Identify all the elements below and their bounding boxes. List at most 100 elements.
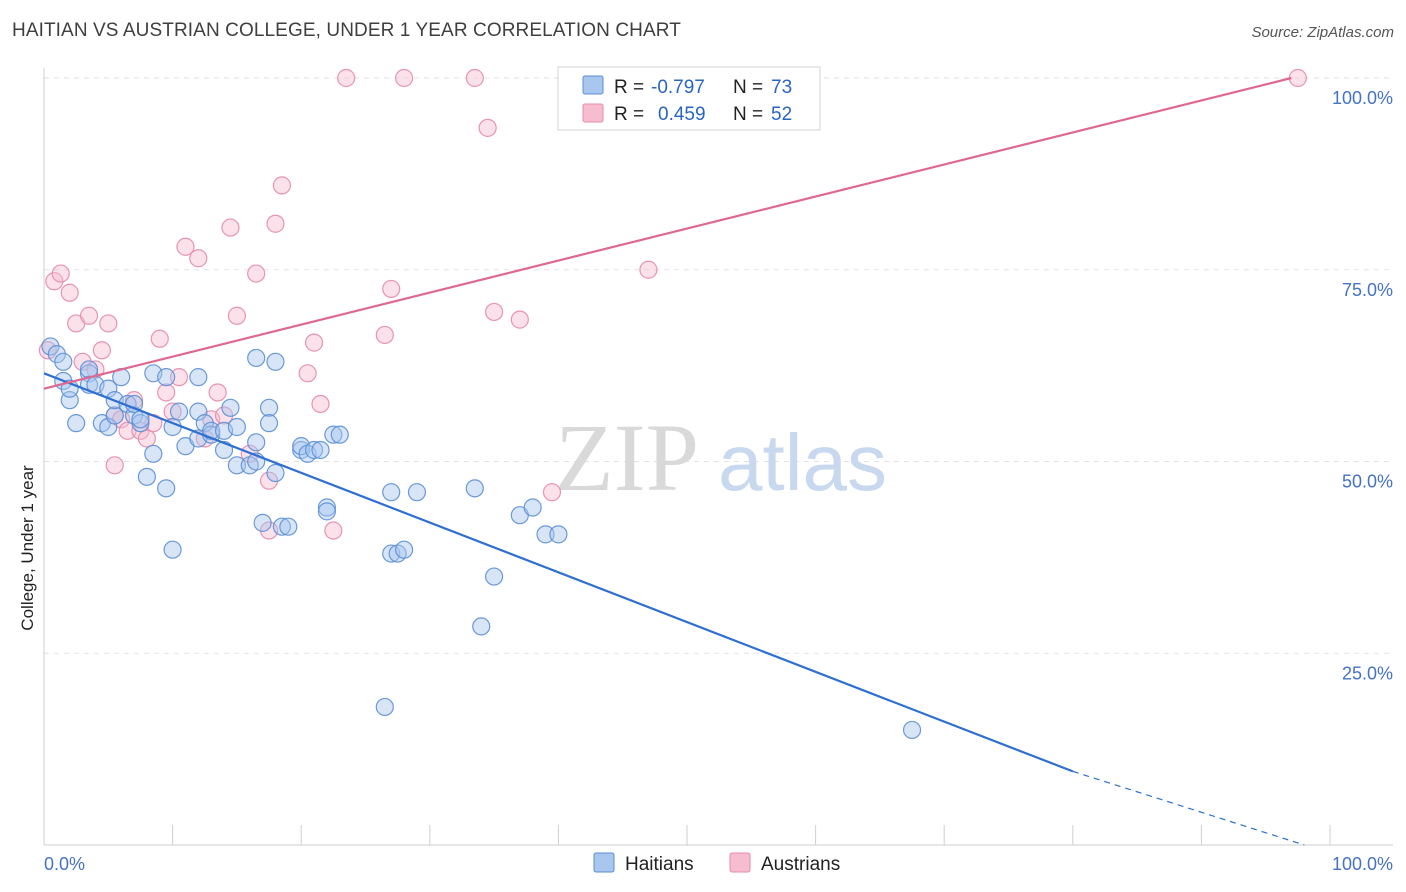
- haitians-point-71: [523, 498, 542, 517]
- austrians-point-26: [208, 383, 227, 402]
- austrians-point-2: [51, 264, 70, 283]
- austrians-point-9: [99, 314, 118, 333]
- austrians-point-31: [247, 264, 266, 283]
- y-tick-label-25: 25.0%: [1342, 663, 1393, 683]
- y-tick-labels: 25.0% 50.0% 75.0% 100.0%: [1332, 88, 1393, 683]
- haitians-point-58: [317, 498, 337, 517]
- haitians-point-29: [169, 402, 189, 421]
- legend-r-label-2: R =: [614, 104, 644, 125]
- haitians-point-73: [549, 525, 568, 544]
- y-tick-label-75: 75.0%: [1342, 280, 1393, 300]
- austrians-point-38: [311, 394, 330, 414]
- haitians-point-52: [279, 517, 298, 536]
- haitians-point-51: [272, 517, 292, 536]
- haitians-trend-line: [43, 372, 1074, 773]
- haitians-point-57: [311, 440, 330, 460]
- legend-n-value-haitians: 73: [771, 77, 792, 98]
- austrians-point-23: [189, 249, 208, 268]
- austrians-point-36: [298, 364, 317, 383]
- legend-n-label-2: N =: [733, 104, 763, 125]
- haitians-point-12: [99, 417, 118, 437]
- haitians-point-39: [221, 398, 240, 417]
- haitians-point-25: [157, 368, 176, 387]
- austrians-point-51: [1288, 68, 1307, 88]
- austrians-point-43: [394, 68, 414, 88]
- austrians-point-39: [324, 521, 343, 540]
- austrians-point-19: [157, 383, 176, 402]
- trend-lines: [43, 76, 1305, 846]
- austrians-point-8: [92, 341, 111, 360]
- haitians-point-26: [157, 479, 176, 498]
- legend-top: R = -0.797 N = 73 R = 0.459 N = 52: [557, 66, 821, 131]
- legend-n-label-1: N =: [733, 77, 763, 98]
- haitians-point-24: [144, 444, 163, 463]
- source-credit: Source: ZipAtlas.com: [1251, 24, 1394, 41]
- legend-r-value-haitians: -0.797: [651, 77, 705, 98]
- austrians-point-3: [60, 283, 79, 302]
- y-tick-label-50: 50.0%: [1342, 472, 1393, 492]
- axes: [43, 68, 1393, 846]
- haitians-point-2: [54, 352, 73, 371]
- haitians-point-69: [485, 567, 504, 586]
- x-tick-label-max: 100.0%: [1332, 854, 1393, 874]
- haitians-point-20: [131, 414, 150, 433]
- haitians-point-50: [266, 463, 285, 483]
- austrians-point-10: [105, 456, 124, 475]
- haitians-point-65: [394, 540, 414, 559]
- austrians-trend-line: [43, 76, 1292, 390]
- austrians-point-48: [542, 483, 562, 502]
- austrians-point-16: [137, 429, 156, 448]
- x-tick-label-min: 0.0%: [44, 854, 85, 874]
- austrians-point-40: [337, 68, 356, 88]
- austrians-point-29: [227, 306, 246, 325]
- legend-swatch-austrians: [582, 103, 604, 123]
- austrians-points: [38, 68, 1307, 540]
- legend-bottom-swatch-haitians: [593, 852, 615, 873]
- austrians-point-46: [485, 302, 504, 322]
- haitians-point-33: [189, 402, 208, 421]
- austrians-point-20: [163, 402, 182, 421]
- austrians-point-6: [79, 306, 99, 325]
- haitians-point-47: [259, 398, 279, 417]
- haitians-point-68: [472, 617, 491, 636]
- austrians-point-47: [510, 310, 529, 329]
- haitians-point-46: [253, 513, 272, 532]
- austrians-point-41: [375, 325, 394, 345]
- legend-r-value-austrians: 0.459: [658, 104, 706, 125]
- haitians-point-75: [902, 720, 922, 740]
- austrians-point-49: [639, 260, 658, 279]
- austrians-point-18: [150, 329, 169, 348]
- haitians-point-45: [247, 348, 266, 368]
- haitians-points: [41, 337, 922, 740]
- austrians-point-37: [304, 333, 324, 352]
- austrians-point-21: [169, 368, 189, 387]
- legend-r-label-1: R =: [614, 77, 644, 98]
- legend-n-value-austrians: 52: [771, 104, 792, 125]
- haitians-point-67: [465, 479, 484, 498]
- austrians-point-42: [382, 279, 401, 299]
- haitians-point-6: [67, 414, 86, 433]
- haitians-point-44: [247, 433, 266, 452]
- grid-lines: [44, 77, 1393, 654]
- y-axis-label: College, Under 1 year: [18, 465, 37, 631]
- watermark: ZIP atlas: [555, 404, 887, 511]
- austrians-point-22: [176, 237, 195, 256]
- legend-swatch-haitians: [582, 75, 604, 95]
- haitians-point-27: [163, 540, 182, 559]
- legend-bottom: Haitians Austrians: [593, 852, 840, 875]
- austrians-point-44: [465, 68, 484, 88]
- y-tick-label-100: 100.0%: [1332, 88, 1393, 108]
- haitians-point-36: [202, 421, 221, 440]
- legend-bottom-label-haitians: Haitians: [625, 854, 694, 875]
- legend-bottom-label-austrians: Austrians: [761, 854, 840, 875]
- watermark-zip: ZIP: [555, 404, 699, 511]
- watermark-atlas: atlas: [718, 418, 887, 507]
- haitians-point-60: [324, 425, 343, 444]
- haitians-point-48: [259, 414, 279, 433]
- haitians-point-72: [536, 525, 555, 544]
- haitians-point-66: [407, 483, 427, 502]
- haitians-point-40: [227, 417, 246, 437]
- austrians-point-35: [272, 176, 292, 195]
- haitians-point-32: [189, 368, 208, 387]
